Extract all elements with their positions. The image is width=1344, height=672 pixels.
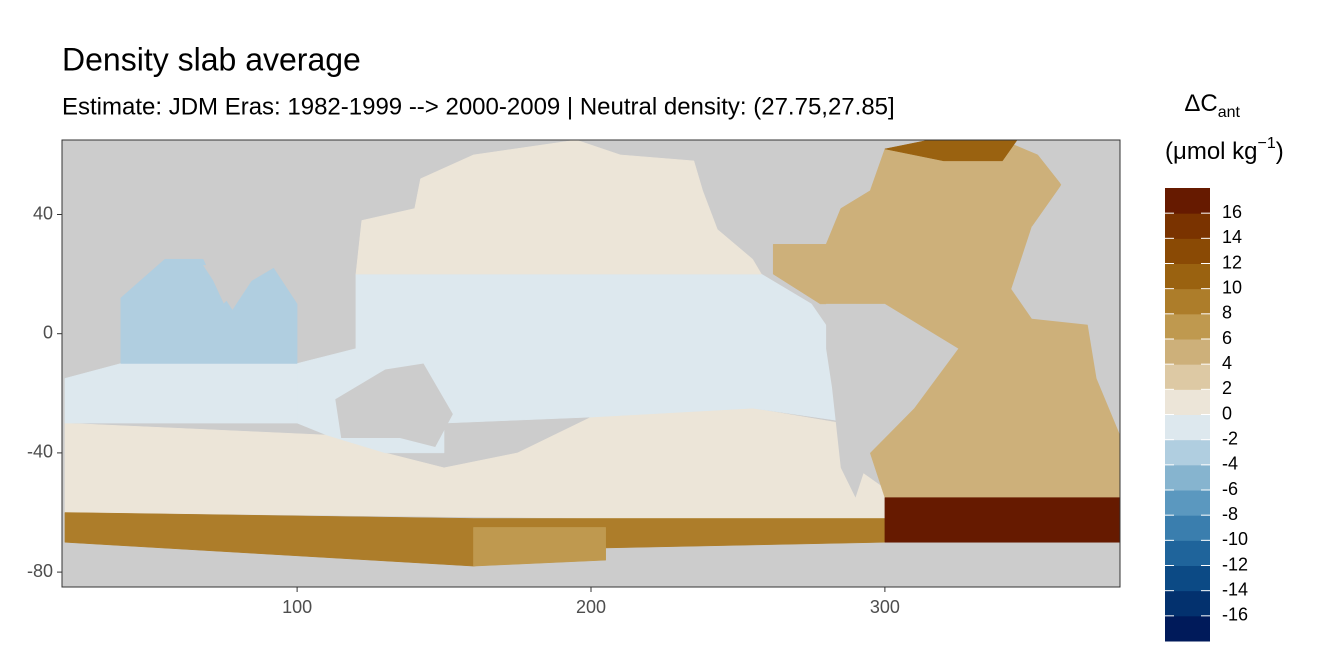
chart-subtitle: Estimate: JDM Eras: 1982-1999 --> 2000-2… [62,93,895,120]
legend-title-sub: ant [1218,104,1241,121]
colorbar-segment [1165,188,1210,214]
land [203,265,262,310]
colorbar-segment [1165,615,1210,642]
legend-label: 12 [1222,252,1242,272]
colorbar-segment [1165,364,1210,390]
legend-label: 0 [1222,403,1232,423]
colorbar-segment [1165,490,1210,516]
colorbar-segment [1165,540,1210,566]
colorbar-segment [1165,590,1210,617]
legend-title: ΔCant [1184,90,1240,121]
y-tick-label: -80 [27,561,53,581]
x-tick-label: 300 [870,597,900,617]
colorbar-segment [1165,213,1210,239]
ocean-region [120,258,298,364]
land [826,303,959,498]
legend-label: -4 [1222,454,1238,474]
legend-unit-sup: −1 [1258,135,1276,152]
x-tick-label: 100 [282,597,312,617]
legend-label: -14 [1222,579,1248,599]
y-tick-label: 0 [43,322,53,342]
colorbar-segment [1165,464,1210,491]
legend-label: 2 [1222,378,1232,398]
colorbar-segment [1165,263,1210,290]
land [335,363,453,447]
legend-label: 8 [1222,303,1232,323]
colorbar-segment [1165,389,1210,415]
ocean-region [884,140,1018,162]
colorbar-segment [1165,313,1210,340]
land [1011,226,1120,436]
x-tick-label: 200 [576,597,606,617]
y-tick-label: 40 [33,203,53,223]
legend-unit-open: (μmol kg [1165,138,1258,165]
legend-label: 6 [1222,328,1232,348]
legend-label: -12 [1222,554,1248,574]
legend-label: -10 [1222,529,1248,549]
ocean-region [64,363,298,424]
legend-label: 16 [1222,202,1242,222]
panel [62,140,1120,587]
legend-label: -2 [1222,428,1238,448]
legend-label: 4 [1222,353,1232,373]
legend-label: 14 [1222,227,1242,247]
colorbar-segment [1165,339,1210,365]
ocean-region [884,497,1120,543]
legend-unit: (μmol kg−1) [1165,135,1284,165]
colorbar-segment [1165,414,1210,441]
chart-title: Density slab average [62,41,361,77]
colorbar-segment [1165,515,1210,541]
colorbar-segment [1165,238,1210,264]
ocean-region [473,527,606,567]
colorbar-segment [1165,565,1210,592]
legend-label: 10 [1222,277,1242,297]
colorbar-segment [1165,439,1210,466]
legend-label: -16 [1222,605,1248,625]
legend-label: -6 [1222,479,1238,499]
y-tick-label: -40 [27,442,53,462]
legend-label: -8 [1222,504,1238,524]
land [1037,140,1120,227]
ocean-region [355,140,762,275]
legend-title-main: ΔC [1184,90,1217,117]
legend-unit-close: ) [1276,138,1284,165]
colorbar-segment [1165,288,1210,315]
